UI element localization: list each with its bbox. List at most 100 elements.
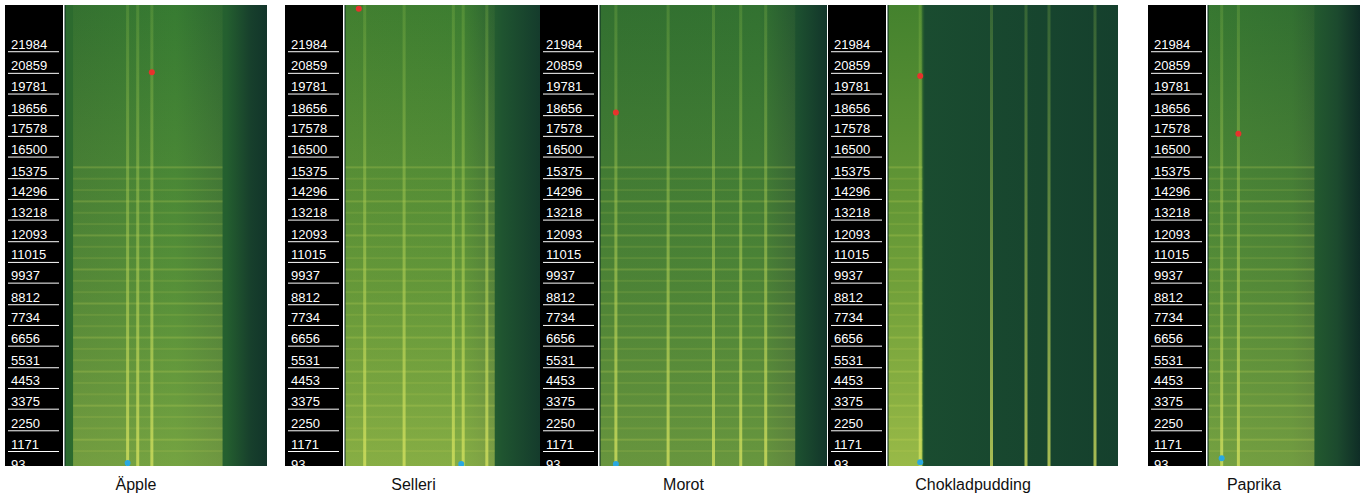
tick-label: 13218 (834, 205, 870, 220)
tick-label: 2250 (834, 416, 863, 431)
harmonic-band (73, 268, 222, 270)
harmonic-band (345, 166, 495, 168)
harmonic-band (73, 166, 222, 168)
harmonic-band (73, 359, 222, 361)
tick-label: 1171 (11, 437, 39, 452)
transient-line (764, 5, 767, 466)
harmonic-band (345, 234, 495, 236)
tick-label: 17578 (546, 121, 582, 136)
tick-label: 93 (546, 457, 560, 472)
spectrogram-area (1208, 5, 1360, 466)
transient-line (452, 5, 455, 466)
tick-label: 18656 (1154, 101, 1190, 116)
harmonic-band (345, 246, 495, 248)
tick-label: 11015 (834, 247, 869, 262)
tick-label: 11015 (546, 247, 581, 262)
transient-line (403, 5, 406, 466)
transient-line (1048, 5, 1051, 466)
tick-label: 19781 (291, 79, 327, 94)
tick-label: 20859 (834, 58, 870, 73)
tick-label: 3375 (546, 394, 575, 409)
tick-label: 18656 (546, 101, 582, 116)
harmonic-band (1208, 405, 1314, 407)
y-axis-line (345, 5, 346, 466)
tick-label: 14296 (834, 184, 870, 199)
tick-label: 7734 (1154, 310, 1183, 325)
harmonic-band (345, 439, 495, 441)
tick-label: 2250 (291, 416, 320, 431)
harmonic-band (345, 189, 495, 191)
harmonic-band (345, 268, 495, 270)
harmonic-band (1208, 416, 1314, 418)
tick-label: 12093 (11, 227, 47, 242)
tick-label: 15375 (11, 164, 47, 179)
tick-label: 8812 (546, 290, 575, 305)
tick-label: 4453 (834, 373, 863, 388)
tick-label: 11015 (1154, 247, 1189, 262)
tick-label: 3375 (1154, 394, 1183, 409)
harmonic-band (73, 257, 222, 259)
harmonic-band (888, 393, 923, 395)
harmonic-band (345, 405, 495, 407)
panel-title: Selleri (391, 476, 435, 493)
marker-group (1219, 131, 1242, 462)
harmonic-band (1208, 382, 1314, 384)
harmonic-band (888, 450, 923, 452)
harmonic-band (345, 178, 495, 180)
harmonic-band (73, 337, 222, 339)
tick-label: 13218 (11, 205, 47, 220)
tick-label: 18656 (834, 101, 870, 116)
tick-label: 7734 (834, 310, 863, 325)
tick-label: 7734 (546, 310, 575, 325)
harmonic-band (1208, 223, 1314, 225)
harmonic-band (1208, 439, 1314, 441)
tick-label: 1171 (291, 437, 319, 452)
tick-label: 14296 (291, 184, 327, 199)
transient-line (126, 5, 129, 466)
tick-label: 17578 (291, 121, 327, 136)
harmonic-band (888, 234, 923, 236)
marker-point (917, 73, 923, 79)
harmonic-band (1208, 234, 1314, 236)
harmonic-band (888, 371, 923, 373)
harmonic-band (888, 337, 923, 339)
marker-group (125, 69, 155, 466)
harmonic-band (1208, 268, 1314, 270)
harmonic-band (888, 416, 923, 418)
harmonic-band (73, 416, 222, 418)
harmonic-band (1208, 450, 1314, 452)
tick-label: 21984 (834, 37, 870, 52)
panel-title: Paprika (1227, 476, 1281, 493)
harmonic-band (73, 212, 222, 214)
harmonic-band (345, 257, 495, 259)
harmonic-band (73, 382, 222, 384)
tick-label: 19781 (834, 79, 870, 94)
harmonic-band (888, 246, 923, 248)
tick-label: 7734 (291, 310, 320, 325)
harmonic-band (345, 291, 495, 293)
transient-line (667, 5, 670, 466)
tick-label: 16500 (1154, 142, 1190, 157)
tick-label: 18656 (291, 101, 327, 116)
tick-label: 3375 (834, 394, 863, 409)
harmonic-band (888, 382, 923, 384)
harmonic-band (888, 348, 923, 350)
spectral-energy (345, 5, 495, 466)
harmonic-band (73, 325, 222, 327)
tick-label: 21984 (546, 37, 582, 52)
tick-label: 2250 (1154, 416, 1183, 431)
marker-group (917, 73, 923, 465)
spectrogram-area (600, 5, 827, 466)
tick-label: 5531 (546, 353, 575, 368)
tick-label: 12093 (1154, 227, 1190, 242)
tick-label: 93 (291, 457, 305, 472)
tick-label: 13218 (291, 205, 327, 220)
harmonic-band (73, 405, 222, 407)
harmonic-band (345, 212, 495, 214)
tick-label: 2250 (546, 416, 575, 431)
harmonic-band (345, 303, 495, 305)
harmonic-band (888, 359, 923, 361)
harmonic-band (1208, 257, 1314, 259)
spectrogram-panel: 9311712250337544535531665677348812993711… (1148, 5, 1360, 493)
tick-label: 1171 (546, 437, 574, 452)
